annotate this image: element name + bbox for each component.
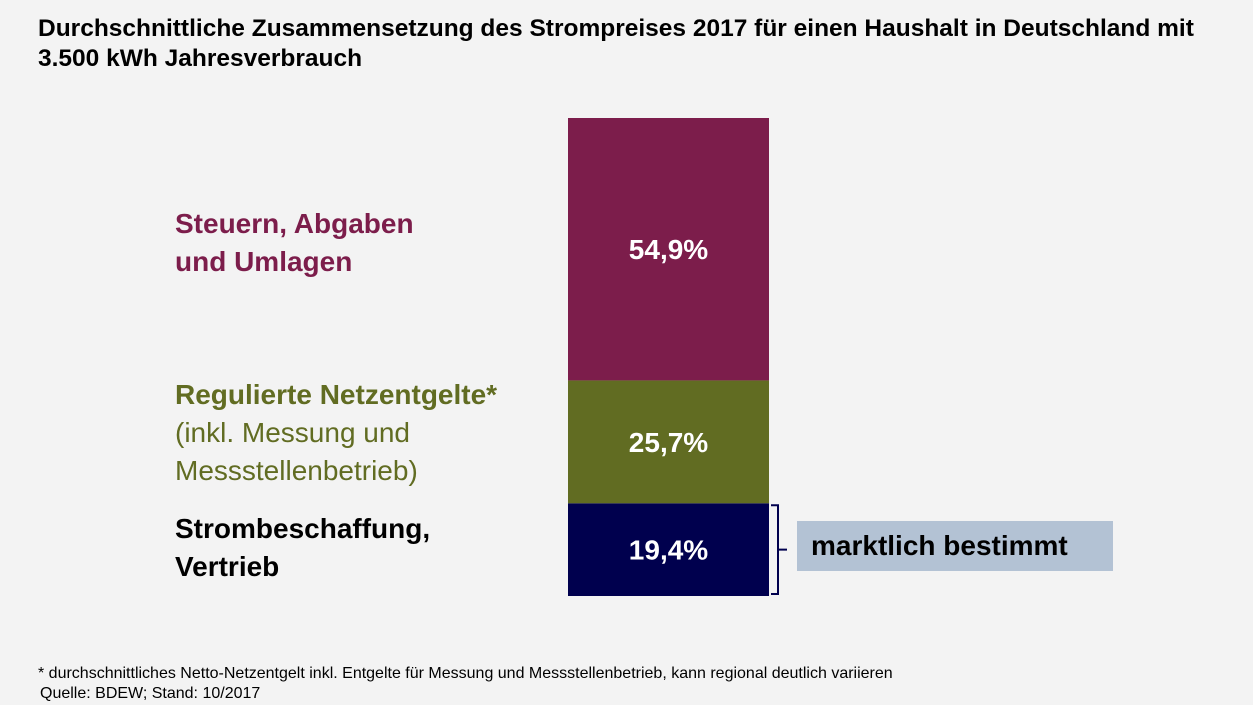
label-grid-fees-line-2: (inkl. Messung und: [175, 417, 411, 448]
label-procurement-line-2: Vertrieb: [175, 551, 280, 582]
label-procurement: Strombeschaffung, Vertrieb: [175, 510, 430, 586]
label-taxes: Steuern, Abgaben und Umlagen: [175, 205, 414, 281]
callout-market-determined: marktlich bestimmt: [797, 521, 1113, 571]
bar-segment-0: [568, 503, 769, 596]
label-procurement-line-1: Strombeschaffung,: [175, 513, 431, 544]
bar-segment-2: [568, 118, 769, 381]
footnote: * durchschnittliches Netto-Netzentgelt i…: [38, 665, 893, 682]
label-taxes-line-2: und Umlagen: [175, 246, 353, 277]
data-label-0: 19,4%: [629, 535, 708, 566]
bracket-annotation: [771, 504, 787, 595]
label-grid-fees-line-1: Regulierte Netzentgelte*: [175, 379, 498, 410]
source-note: Quelle: BDEW; Stand: 10/2017: [40, 685, 261, 702]
data-label-1: 25,7%: [629, 427, 708, 458]
label-taxes-line-1: Steuern, Abgaben: [175, 208, 414, 239]
label-grid-fees: Regulierte Netzentgelte* (inkl. Messung …: [175, 376, 497, 490]
bar-segment-1: [568, 380, 769, 504]
label-grid-fees-line-3: Messstellenbetrieb): [175, 455, 418, 486]
chart-title: Durchschnittliche Zusammensetzung des St…: [38, 15, 1194, 72]
data-label-2: 54,9%: [629, 234, 708, 265]
